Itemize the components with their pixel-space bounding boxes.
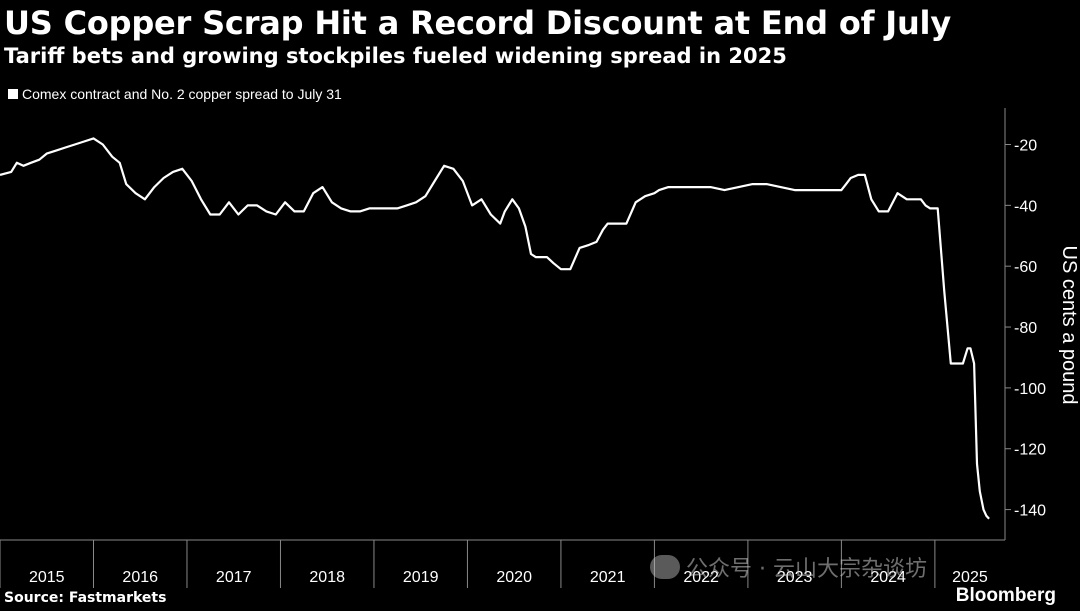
y-tick-label: -120: [1014, 442, 1046, 459]
watermark: 公众号 · 云山大宗杂谈坊: [650, 551, 927, 583]
y-tick-label: -20: [1014, 138, 1037, 155]
y-axis-label: US cents a pound: [1058, 246, 1080, 405]
legend-swatch: [8, 89, 18, 99]
x-tick-label: 2017: [216, 569, 252, 586]
source-note: Source: Fastmarkets: [4, 590, 167, 606]
legend: Comex contract and No. 2 copper spread t…: [8, 86, 342, 102]
x-tick-label: 2016: [122, 569, 158, 586]
x-tick-label: 2025: [952, 569, 988, 586]
x-tick-label: 2023: [777, 569, 813, 586]
x-tick-label: 2020: [496, 569, 532, 586]
x-tick-label: 2019: [403, 569, 439, 586]
y-tick-label: -60: [1014, 259, 1037, 276]
y-tick-label: -100: [1014, 381, 1046, 398]
y-axis: -20 -40 -60 -80 -100 -120 -140: [1004, 108, 1046, 540]
bloomberg-logo: Bloomberg: [955, 585, 1056, 606]
x-tick-label: 2024: [870, 569, 906, 586]
x-tick-label: 2015: [29, 569, 65, 586]
x-tick-label: 2021: [590, 569, 626, 586]
y-tick-label: -140: [1014, 503, 1046, 520]
wechat-icon: [650, 555, 680, 579]
x-tick-label: 2018: [309, 569, 345, 586]
chart-subtitle: Tariff bets and growing stockpiles fuele…: [4, 44, 787, 68]
x-axis: 2015 2016 2017 2018 2019 2020 2021 2022 2023 2024…: [0, 539, 1005, 588]
chart-title: US Copper Scrap Hit a Record Discount at…: [4, 4, 951, 42]
y-tick-label: -40: [1014, 198, 1037, 215]
x-tick-label: 2022: [683, 569, 719, 586]
legend-label: Comex contract and No. 2 copper spread t…: [22, 86, 342, 102]
series-line: [0, 137, 990, 520]
watermark-text: 公众号 · 云山大宗杂谈坊: [686, 557, 927, 582]
y-tick-label: -80: [1014, 320, 1037, 337]
